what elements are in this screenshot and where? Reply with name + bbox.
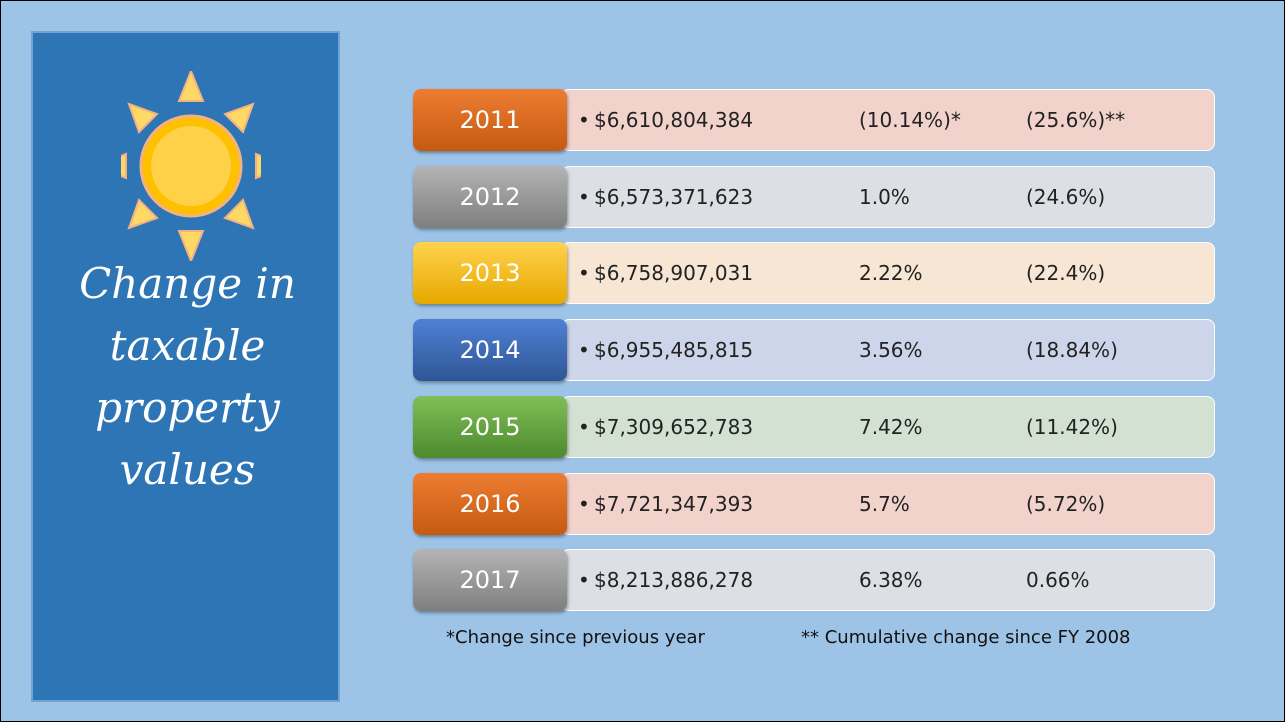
annual-change: 3.56% <box>859 320 923 380</box>
footnote: *Change since previous year <box>446 627 705 648</box>
taxable-value: $8,213,886,278 <box>594 550 753 610</box>
title-line: values <box>33 439 342 501</box>
sun-icon <box>121 71 261 261</box>
table-row: 2011 $6,610,804,384 (10.14%)* (25.6%)** <box>413 89 1213 151</box>
title-line: Change in <box>33 253 342 315</box>
taxable-value: $7,309,652,783 <box>594 397 753 457</box>
year-cell: 2011 <box>413 89 567 151</box>
taxable-value: $6,955,485,815 <box>594 320 753 380</box>
data-cell: $6,573,371,623 1.0% (24.6%) <box>561 166 1215 228</box>
cumulative-change: (22.4%) <box>1026 243 1105 303</box>
title-line: taxable <box>33 315 342 377</box>
data-cell: $6,955,485,815 3.56% (18.84%) <box>561 319 1215 381</box>
title-line: property <box>33 377 342 439</box>
year-cell: 2017 <box>413 549 567 611</box>
taxable-value: $6,573,371,623 <box>594 167 753 227</box>
annual-change: 7.42% <box>859 397 923 457</box>
cumulative-change: (5.72%) <box>1026 474 1105 534</box>
cumulative-change: (25.6%)** <box>1026 90 1125 150</box>
data-cell: $8,213,886,278 6.38% 0.66% <box>561 549 1215 611</box>
data-cell: $6,758,907,031 2.22% (22.4%) <box>561 242 1215 304</box>
year-cell: 2014 <box>413 319 567 381</box>
table-row: 2015 $7,309,652,783 7.42% (11.42%) <box>413 396 1213 458</box>
table-row: 2014 $6,955,485,815 3.56% (18.84%) <box>413 319 1213 381</box>
cumulative-change: (18.84%) <box>1026 320 1118 380</box>
data-cell: $6,610,804,384 (10.14%)* (25.6%)** <box>561 89 1215 151</box>
table-row: 2017 $8,213,886,278 6.38% 0.66% <box>413 549 1213 611</box>
annual-change: 5.7% <box>859 474 910 534</box>
cumulative-change: (24.6%) <box>1026 167 1105 227</box>
data-cell: $7,309,652,783 7.42% (11.42%) <box>561 396 1215 458</box>
slide: Change intaxablepropertyvalues 2011$6,61… <box>0 0 1285 722</box>
table-row: 2012 $6,573,371,623 1.0% (24.6%) <box>413 166 1213 228</box>
annual-change: 1.0% <box>859 167 910 227</box>
annual-change: 6.38% <box>859 550 923 610</box>
cumulative-change: (11.42%) <box>1026 397 1118 457</box>
data-cell: $7,721,347,393 5.7% (5.72%) <box>561 473 1215 535</box>
table-row: 2016 $7,721,347,393 5.7% (5.72%) <box>413 473 1213 535</box>
taxable-value: $7,721,347,393 <box>594 474 753 534</box>
taxable-value: $6,610,804,384 <box>594 90 753 150</box>
table-row: 2013 $6,758,907,031 2.22% (22.4%) <box>413 242 1213 304</box>
year-cell: 2016 <box>413 473 567 535</box>
annual-change: (10.14%)* <box>859 90 961 150</box>
year-cell: 2015 <box>413 396 567 458</box>
year-cell: 2013 <box>413 242 567 304</box>
annual-change: 2.22% <box>859 243 923 303</box>
taxable-value: $6,758,907,031 <box>594 243 753 303</box>
cumulative-change: 0.66% <box>1026 550 1090 610</box>
footnote: ** Cumulative change since FY 2008 <box>801 627 1131 648</box>
year-cell: 2012 <box>413 166 567 228</box>
